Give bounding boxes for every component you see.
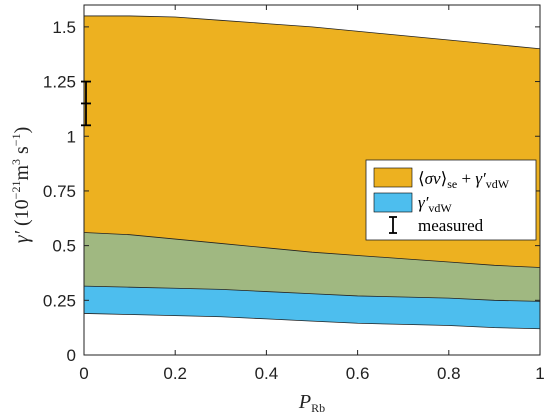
vdw-lower-line — [83, 313, 541, 330]
band-vdw — [84, 286, 540, 329]
legend-label-measured: measured — [418, 216, 484, 235]
x-tick-label: 0.4 — [255, 364, 279, 383]
x-axis-label: PRb — [298, 391, 325, 415]
vdw-upper-line — [83, 285, 541, 302]
legend-swatch-vdw — [373, 192, 413, 213]
x-tick-label: 1 — [535, 364, 544, 383]
y-axis-label: γ′ (10−21m3 s−1) — [9, 127, 33, 244]
legend-swatch-total — [373, 167, 413, 188]
x-tick-label: 0.2 — [163, 364, 187, 383]
legend-label-vdw: γ′vdW — [418, 193, 452, 215]
x-tick-label: 0 — [79, 364, 88, 383]
y-tick-label: 1.25 — [43, 73, 76, 92]
legend-label-total: ⟨σν⟩se + γ′vdW — [418, 169, 510, 191]
axes: 0 0.2 0.4 0.6 0.8 1 0 0.25 0.5 0.75 1 1.25 1.5 — [43, 4, 545, 383]
y-tick-label: 0.25 — [43, 291, 76, 310]
y-tick-label: 0 — [67, 346, 76, 365]
y-tick-label: 0.5 — [52, 237, 76, 256]
measured-errorbar — [81, 80, 91, 127]
axes-box — [83, 4, 541, 356]
x-tick-label: 0.8 — [437, 364, 461, 383]
x-tick-label: 0.6 — [346, 364, 370, 383]
y-tick-label: 1.5 — [52, 18, 76, 37]
band-overlap — [84, 232, 540, 302]
total-lower-line — [83, 232, 541, 268]
legend: ⟨σν⟩se + γ′vdW γ′vdW measured — [365, 159, 537, 241]
y-tick-label: 1 — [67, 127, 76, 146]
y-tick-label: 0.75 — [43, 182, 76, 201]
total-upper-line — [84, 15, 541, 50]
legend-errorbar-icon — [389, 216, 397, 234]
